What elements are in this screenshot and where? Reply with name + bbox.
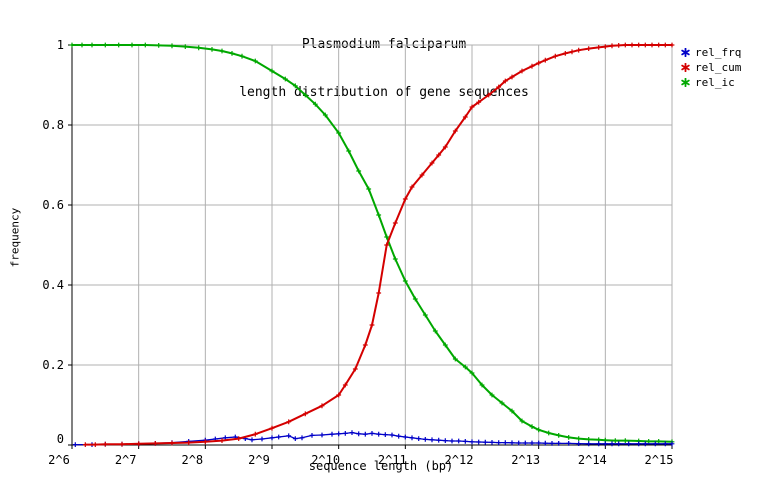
series-line-rel_cum — [84, 44, 673, 446]
series-markers-rel_cum — [82, 42, 675, 447]
x-tick-label: 2^6 — [48, 453, 70, 467]
y-tick-label: 0 — [57, 432, 64, 446]
star-marker-icon — [681, 78, 690, 87]
y-tick-label: 1 — [57, 38, 64, 52]
x-tick-label: 2^13 — [511, 453, 540, 467]
x-tick-label: 2^14 — [578, 453, 607, 467]
series-markers-rel_ic — [69, 42, 675, 445]
x-tick-label: 2^15 — [645, 453, 674, 467]
legend-label: rel_cum — [695, 61, 742, 74]
x-tick-label: 2^10 — [311, 453, 340, 467]
y-tick-label: 0.4 — [42, 278, 64, 292]
legend: rel_frq rel_cum rel_ic — [681, 45, 741, 90]
y-tick-label: 0.6 — [42, 198, 64, 212]
legend-label: rel_ic — [695, 76, 735, 89]
y-tick-label: 0.2 — [42, 358, 64, 372]
x-tick-label: 2^8 — [181, 453, 203, 467]
legend-item-rel_cum: rel_cum — [681, 60, 741, 75]
legend-label: rel_frq — [695, 46, 742, 59]
x-tick-label: 2^11 — [378, 453, 407, 467]
y-axis-title: frequency — [8, 207, 22, 268]
star-marker-icon — [681, 63, 690, 72]
legend-item-rel_ic: rel_ic — [681, 75, 741, 90]
x-axis-title: sequence length (bp) — [308, 459, 454, 473]
chart-title: Plasmodium falciparum length distributio… — [0, 5, 768, 133]
x-tick-label: 2^12 — [445, 453, 474, 467]
series-line-rel_ic — [71, 44, 673, 443]
y-tick-label: 0.8 — [42, 118, 64, 132]
x-tick-label: 2^9 — [248, 453, 270, 467]
x-tick-label: 2^7 — [115, 453, 137, 467]
legend-item-rel_frq: rel_frq — [681, 45, 741, 60]
star-marker-icon — [681, 48, 690, 57]
chart-title-line2: length distribution of gene sequences — [239, 85, 529, 100]
